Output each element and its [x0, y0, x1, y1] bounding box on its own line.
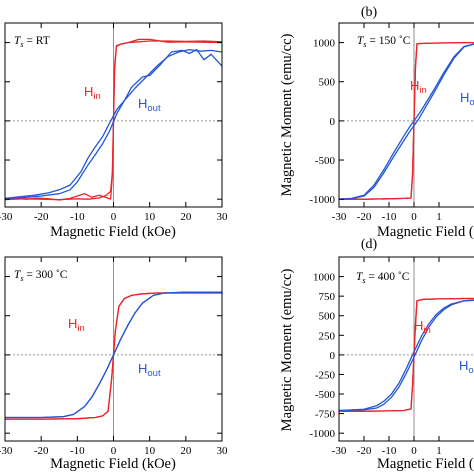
x-tick-label: 30 — [217, 445, 229, 457]
series-hout-branch-3 — [4, 48, 223, 200]
y-tick-label: 0 — [330, 350, 336, 362]
x-tick-label: -20 — [34, 211, 49, 223]
panel-b-letter: (b) — [361, 5, 378, 20]
panel-b: -30 -20 -10 0 1 1000 500 0 -500 -1000 (b) Ts = 15… — [279, 5, 474, 240]
panel-d: -30 -20 -10 0 1 1000 750 500 250 0 -250 -500 -750 -10… — [279, 237, 474, 472]
panel-b-xlabel: Magnetic Field ( — [377, 224, 474, 240]
series-hout-branch-3 — [5, 291, 222, 419]
x-tick-label: -10 — [382, 211, 397, 223]
x-tick-label: 10 — [144, 445, 156, 457]
panel-d-series — [338, 297, 474, 412]
panel-c-sample-label: Ts = 300 ˚C — [14, 269, 68, 283]
panel-a-xlabel: Magnetic Field (kOe) — [50, 224, 176, 240]
y-tick-label: -500 — [315, 155, 336, 167]
panel-b-gridlines — [339, 23, 474, 207]
x-tick-label: -30 — [332, 211, 347, 223]
panel-d-gridlines — [339, 257, 474, 441]
series-hin-branch-1 — [4, 38, 223, 201]
panel-b-sample-label: Ts = 150 ˚C — [357, 35, 411, 49]
series-hout-branch-2 — [338, 299, 474, 412]
x-tick-label: -20 — [357, 445, 372, 457]
y-tick-label: 0 — [330, 116, 336, 128]
x-tick-label: -30 — [0, 211, 13, 223]
y-tick-label: -250 — [315, 369, 336, 381]
x-tick-label: 0 — [111, 211, 117, 223]
panel-a: -30 -20 -10 0 10 20 30 Ts = RT Hin Hout Magnet… — [0, 22, 228, 240]
x-tick-label: 1 — [436, 445, 442, 457]
panel-c-ticks: -30 -20 -10 0 10 20 30 — [0, 257, 228, 457]
panel-b-hin-label: Hin — [410, 78, 427, 96]
panel-d-xlabel: Magnetic Field ( — [377, 456, 474, 472]
panel-c-xlabel: Magnetic Field (kOe) — [50, 456, 176, 472]
y-tick-label: 500 — [319, 311, 336, 323]
series-hout-branch-3 — [338, 43, 474, 200]
panel-c-series — [5, 291, 222, 420]
x-tick-label: -30 — [332, 445, 347, 457]
panel-c-hout-label: Hout — [138, 361, 161, 379]
x-tick-label: -20 — [357, 211, 372, 223]
x-tick-label: 10 — [144, 211, 156, 223]
panel-d-ylabel: Magnetic Moment (emu/cc) — [279, 268, 295, 431]
x-tick-label: 20 — [180, 211, 192, 223]
y-tick-label: 1000 — [313, 272, 336, 284]
panel-b-ticks: -30 -20 -10 0 1 1000 500 0 -500 -1000 — [309, 23, 442, 223]
y-tick-label: -500 — [315, 389, 336, 401]
x-tick-label: -30 — [0, 445, 13, 457]
x-tick-label: 0 — [411, 211, 417, 223]
panel-d-letter: (d) — [361, 237, 378, 252]
panel-a-sample-label: Ts = RT — [14, 35, 50, 49]
y-tick-label: 750 — [319, 291, 336, 303]
panel-d-frame — [338, 256, 474, 442]
panel-d-sample-label: Ts = 400 ˚C — [356, 271, 410, 285]
y-tick-label: -750 — [315, 409, 336, 421]
panel-b-series — [338, 41, 474, 200]
y-tick-label: 1000 — [313, 38, 336, 50]
x-tick-label: -10 — [382, 445, 397, 457]
y-tick-label: -1000 — [309, 194, 335, 206]
x-tick-label: 30 — [217, 211, 229, 223]
x-tick-label: 20 — [180, 445, 192, 457]
x-tick-label: 0 — [111, 445, 117, 457]
panel-a-hin-label: Hin — [84, 84, 101, 102]
series-hin-branch-0 — [4, 40, 223, 201]
panel-b-frame — [338, 22, 474, 208]
series-hin-branch-1 — [339, 297, 474, 412]
series-hout-branch-2 — [338, 43, 474, 200]
panel-c: -30 -20 -10 0 10 20 30 Ts = 300 ˚C Hin Hout Ma… — [0, 256, 228, 472]
x-tick-label: 0 — [411, 445, 417, 457]
panel-b-ylabel: Magnetic Moment (emu/cc) — [279, 33, 295, 196]
panel-d-hout-label: Ho — [459, 358, 474, 376]
x-tick-label: -10 — [70, 445, 85, 457]
y-tick-label: -1000 — [309, 428, 335, 440]
x-tick-label: -20 — [34, 445, 49, 457]
panel-a-hout-label: Hout — [138, 96, 161, 114]
y-tick-label: 250 — [319, 330, 336, 342]
series-hin-branch-1 — [5, 292, 222, 420]
panel-a-series — [4, 38, 223, 201]
series-hout-branch-3 — [338, 299, 474, 412]
x-tick-label: -10 — [70, 211, 85, 223]
y-tick-label: 500 — [319, 77, 336, 89]
panel-d-ticks: -30 -20 -10 0 1 1000 750 500 250 0 -250 -500 -750 -10… — [309, 257, 442, 457]
panel-c-hin-label: Hin — [68, 316, 85, 334]
panel-a-ticks: -30 -20 -10 0 10 20 30 — [0, 23, 228, 223]
panel-d-hin-label: Hin — [414, 318, 431, 336]
x-tick-label: 1 — [436, 211, 442, 223]
panel-b-hout-label: Ho — [460, 90, 474, 108]
